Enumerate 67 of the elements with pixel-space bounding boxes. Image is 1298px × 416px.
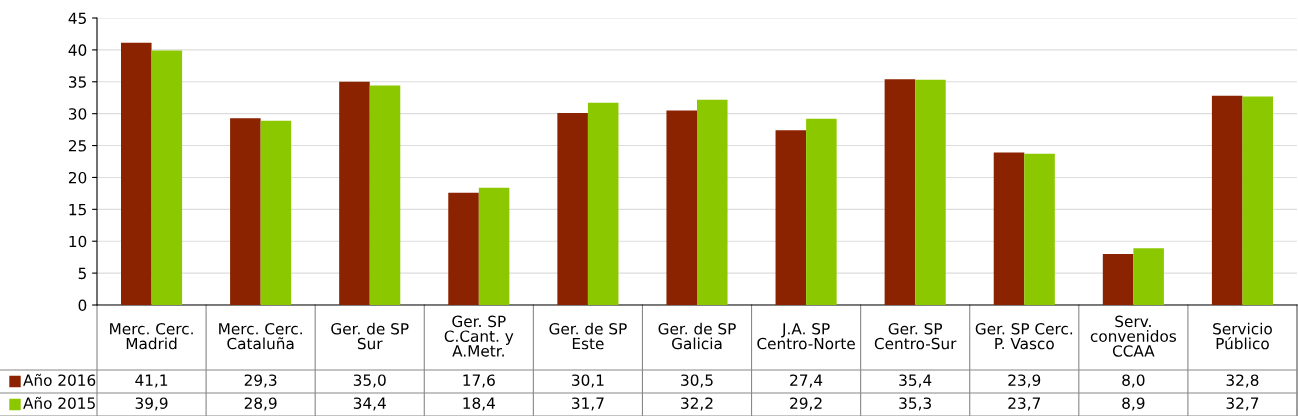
bar: [666, 110, 697, 305]
data-label: 34,4: [353, 397, 386, 411]
x-tick-label: Ger. de SP Sur: [331, 322, 409, 350]
bar: [448, 192, 479, 305]
data-label: 35,0: [353, 374, 386, 388]
bar: [478, 187, 510, 305]
x-tick-label: Ger. SP Centro-Sur: [874, 322, 957, 350]
data-label: 29,2: [790, 397, 822, 411]
bar: [1242, 96, 1273, 305]
data-label: 32,8: [1226, 374, 1259, 388]
bar: [369, 85, 401, 305]
bar: [1024, 153, 1055, 305]
y-tick-label: 45: [68, 12, 86, 25]
y-tick-label: 20: [68, 171, 87, 184]
bar: [697, 99, 728, 305]
x-tick-label: Ger. SP C.Cant. y A.Metr.: [444, 315, 514, 357]
data-label: 29,3: [244, 374, 277, 388]
data-label: 32,7: [1226, 397, 1259, 411]
bar: [884, 79, 916, 305]
x-tick-label: Servicio Público: [1213, 322, 1272, 350]
bar: [915, 79, 946, 305]
data-label: 23,9: [1008, 374, 1041, 388]
y-tick-label: 25: [68, 140, 86, 152]
legend-label: Año 2016: [23, 373, 96, 386]
y-tick-label: 40: [68, 44, 87, 56]
bar: [151, 50, 183, 305]
y-tick-label: 15: [69, 204, 86, 216]
x-tick-label: J.A. SP Centro-Norte: [757, 322, 855, 350]
y-tick-label: 10: [69, 235, 87, 248]
bar: [260, 120, 292, 305]
data-label: 23,7: [1008, 397, 1040, 411]
data-label: 31,7: [572, 397, 604, 411]
bar: [121, 42, 152, 305]
data-label: 8,9: [1122, 397, 1145, 411]
data-label: 17,6: [463, 374, 495, 388]
y-tick-label: 0: [78, 299, 87, 312]
x-tick-label: Merc. Cerc. Madrid: [110, 322, 193, 350]
data-label: 28,9: [244, 397, 277, 411]
bar: [339, 81, 370, 305]
data-label: 27,4: [790, 374, 823, 388]
data-label: 39,9: [135, 397, 168, 411]
x-tick-label: Ger. de SP Este: [549, 322, 627, 350]
y-tick-label: 35: [69, 76, 86, 88]
x-tick-label: Merc. Cerc. Cataluña: [219, 322, 302, 350]
bar: [1211, 95, 1243, 305]
data-label: 30,5: [681, 374, 713, 388]
bar: [1133, 248, 1164, 305]
legend-label: Año 2015: [23, 396, 95, 409]
y-tick-label: 5: [78, 267, 86, 280]
data-label: 8,0: [1122, 374, 1145, 388]
data-label: 35,3: [899, 397, 931, 411]
data-label: 35,4: [899, 374, 932, 388]
bar: [557, 113, 588, 305]
bar: [230, 118, 261, 305]
y-tick-label: 30: [69, 108, 87, 120]
x-tick-label: Serv. convenidos CCAA: [1090, 315, 1177, 357]
bar: [587, 102, 619, 305]
data-label: 18,4: [463, 397, 495, 411]
x-tick-label: Ger. SP Cerc. P. Vasco: [975, 322, 1073, 350]
data-label: 41,1: [135, 374, 168, 388]
x-tick-label: Ger. de SP Galicia: [658, 322, 736, 350]
bar: [806, 118, 837, 305]
bar: [1102, 253, 1134, 305]
bar: [775, 130, 807, 305]
bar: [993, 152, 1025, 305]
data-label: 30,1: [572, 374, 604, 388]
data-label: 32,2: [681, 397, 713, 411]
